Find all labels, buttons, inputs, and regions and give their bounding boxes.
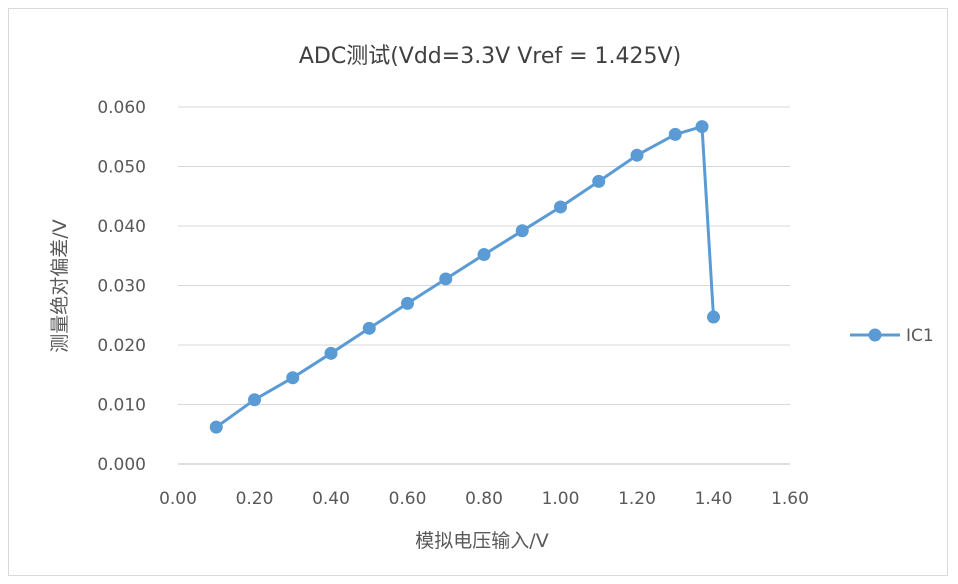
legend-marker xyxy=(868,328,882,342)
data-point xyxy=(362,321,376,335)
data-point xyxy=(286,371,300,385)
gridlines xyxy=(178,106,790,465)
y-axis-ticks: 0.000 0.010 0.020 0.030 0.040 0.050 0.060 xyxy=(97,98,146,475)
chart-area xyxy=(8,8,948,576)
x-tick-label: 1.00 xyxy=(542,489,580,509)
legend-label-ic1: IC1 xyxy=(906,326,934,346)
y-tick-label: 0.050 xyxy=(97,158,146,178)
x-tick-label: 1.40 xyxy=(695,489,733,509)
x-tick-label: 1.20 xyxy=(618,489,656,509)
y-tick-label: 0.010 xyxy=(97,396,146,416)
legend: IC1 xyxy=(850,326,934,346)
x-tick-label: 0.40 xyxy=(312,489,350,509)
data-point xyxy=(209,420,223,434)
data-point xyxy=(515,224,529,238)
x-axis-title: 模拟电压输入/V xyxy=(415,530,548,552)
x-tick-label: 0.00 xyxy=(159,489,197,509)
y-tick-label: 0.030 xyxy=(97,277,146,297)
data-point xyxy=(439,272,453,286)
y-axis-title: 测量绝对偏差/V xyxy=(49,219,71,352)
x-tick-label: 0.80 xyxy=(465,489,503,509)
x-tick-label: 1.60 xyxy=(771,489,809,509)
data-point xyxy=(592,174,606,188)
x-axis-ticks: 0.00 0.20 0.40 0.60 0.80 1.00 1.20 1.40 1.60 xyxy=(159,489,809,509)
data-point xyxy=(630,148,644,162)
data-point xyxy=(324,346,338,360)
y-tick-label: 0.060 xyxy=(97,98,146,118)
x-tick-label: 0.60 xyxy=(389,489,427,509)
data-point xyxy=(668,127,682,141)
series-ic1 xyxy=(209,120,720,434)
data-point xyxy=(695,120,709,134)
data-point xyxy=(707,310,720,324)
data-point xyxy=(554,200,567,214)
data-point xyxy=(401,296,414,310)
x-tick-label: 0.20 xyxy=(236,489,274,509)
chart-title: ADC测试(Vdd=3.3V Vref = 1.425V) xyxy=(299,44,681,69)
y-tick-label: 0.000 xyxy=(97,455,146,475)
y-tick-label: 0.020 xyxy=(97,336,146,356)
data-point xyxy=(248,393,261,407)
y-tick-label: 0.040 xyxy=(97,217,146,237)
data-point xyxy=(477,248,491,262)
